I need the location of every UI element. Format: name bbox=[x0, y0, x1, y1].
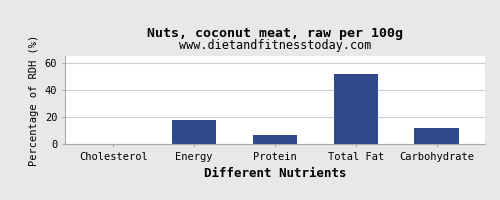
Bar bbox=[253, 135, 297, 144]
Bar bbox=[172, 120, 216, 144]
Bar bbox=[334, 74, 378, 144]
Text: www.dietandfitnesstoday.com: www.dietandfitnesstoday.com bbox=[179, 39, 371, 52]
X-axis label: Different Nutrients: Different Nutrients bbox=[204, 167, 346, 180]
Text: Nuts, coconut meat, raw per 100g: Nuts, coconut meat, raw per 100g bbox=[147, 27, 403, 40]
Y-axis label: Percentage of RDH (%): Percentage of RDH (%) bbox=[30, 34, 40, 166]
Bar bbox=[414, 128, 459, 144]
